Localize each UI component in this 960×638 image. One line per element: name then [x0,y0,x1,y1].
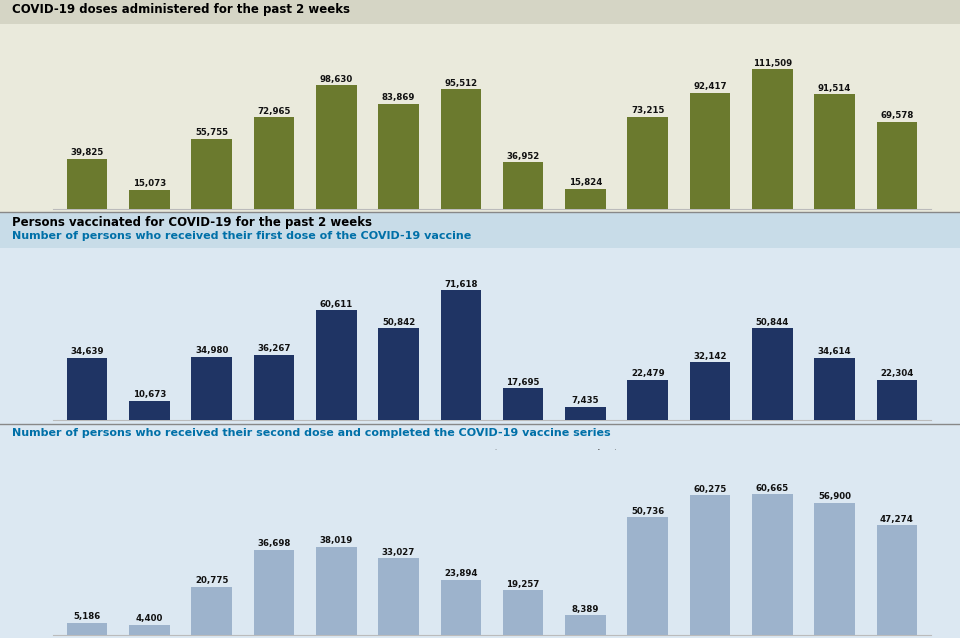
Bar [129,189,170,209]
Bar [67,357,108,420]
Bar [690,93,731,209]
Bar [628,517,668,635]
Bar [814,357,855,420]
Bar [565,407,606,420]
Text: 69,578: 69,578 [880,111,914,120]
Bar [752,494,793,635]
Bar [253,550,294,635]
Text: 47,274: 47,274 [880,515,914,524]
Text: 60,611: 60,611 [320,300,353,309]
Bar [191,587,232,635]
Text: COVID-19 doses administered for the past 2 weeks: COVID-19 doses administered for the past… [12,3,350,16]
Bar [316,547,356,635]
Bar [441,579,481,635]
Text: 95,512: 95,512 [444,78,477,87]
Text: 32,142: 32,142 [693,352,727,360]
Bar [129,401,170,420]
Text: 39,825: 39,825 [70,148,104,157]
Text: 60,665: 60,665 [756,484,789,493]
Text: 22,304: 22,304 [880,369,914,378]
Text: 33,027: 33,027 [382,547,416,557]
Text: 36,952: 36,952 [507,152,540,161]
Text: 34,639: 34,639 [70,347,104,356]
Text: Persons vaccinated for COVID-19 for the past 2 weeks: Persons vaccinated for COVID-19 for the … [12,216,372,228]
Bar [565,616,606,635]
Bar [503,590,543,635]
Text: 20,775: 20,775 [195,576,228,585]
Bar [378,328,419,420]
Text: 19,257: 19,257 [507,579,540,589]
Text: 71,618: 71,618 [444,280,478,289]
Bar [876,526,917,635]
Text: 22,479: 22,479 [631,369,664,378]
Bar [191,357,232,420]
Bar [378,558,419,635]
Text: 56,900: 56,900 [818,493,852,501]
Bar [503,389,543,420]
Bar [129,625,170,635]
Text: 5,186: 5,186 [73,612,101,621]
Bar [565,189,606,209]
Bar [752,70,793,209]
Text: 38,019: 38,019 [320,536,353,545]
Text: 50,842: 50,842 [382,318,415,327]
Bar [876,122,917,209]
Bar [441,290,481,420]
Bar [690,495,731,635]
Bar [503,163,543,209]
Text: 91,514: 91,514 [818,84,852,93]
X-axis label: Date dose administered (12:00 am to 11:59 pm): Date dose administered (12:00 am to 11:5… [366,440,618,450]
Bar [814,503,855,635]
Bar [628,117,668,209]
Text: 17,695: 17,695 [507,378,540,387]
Text: 7,435: 7,435 [572,396,599,405]
Text: 15,073: 15,073 [132,179,166,188]
Text: 36,267: 36,267 [257,344,291,353]
Bar [191,139,232,209]
Bar [253,355,294,420]
Bar [690,362,731,420]
Text: 98,630: 98,630 [320,75,353,84]
Bar [67,159,108,209]
Text: 73,215: 73,215 [631,107,664,115]
Text: 23,894: 23,894 [444,569,478,578]
Text: Number of persons who received their first dose of the COVID-19 vaccine: Number of persons who received their fir… [12,231,471,241]
Text: 34,614: 34,614 [818,347,852,356]
Text: 8,389: 8,389 [572,605,599,614]
Text: 92,417: 92,417 [693,82,727,91]
Bar [253,117,294,209]
Bar [752,328,793,420]
Text: 55,755: 55,755 [195,128,228,137]
Text: 72,965: 72,965 [257,107,291,115]
Text: 15,824: 15,824 [568,178,602,187]
X-axis label: Date dose administered (12:00 am to 11:59 pm): Date dose administered (12:00 am to 11:5… [366,228,618,239]
Text: 50,736: 50,736 [631,507,664,516]
Text: 34,980: 34,980 [195,346,228,355]
Bar [441,89,481,209]
Text: 10,673: 10,673 [132,390,166,399]
Text: 50,844: 50,844 [756,318,789,327]
Bar [378,104,419,209]
Bar [814,94,855,209]
Bar [628,380,668,420]
Bar [876,380,917,420]
Text: 36,698: 36,698 [257,539,291,548]
Bar [316,85,356,209]
Text: 111,509: 111,509 [753,59,792,68]
Text: Number of persons who received their second dose and completed the COVID-19 vacc: Number of persons who received their sec… [12,428,612,438]
Text: 4,400: 4,400 [135,614,163,623]
Bar [67,623,108,635]
Text: 60,275: 60,275 [693,485,727,494]
Bar [316,310,356,420]
Text: 83,869: 83,869 [382,93,416,102]
